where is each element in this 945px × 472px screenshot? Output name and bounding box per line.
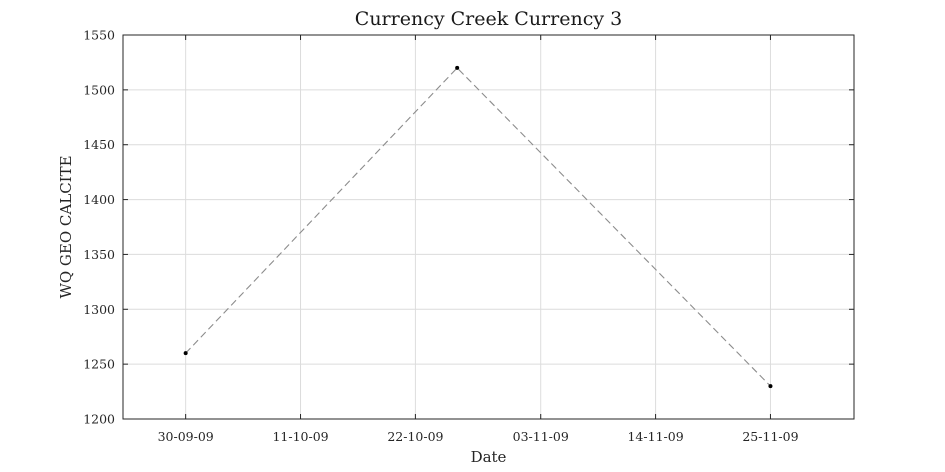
x-tick-label: 14-11-09 xyxy=(627,429,683,444)
y-tick-label: 1350 xyxy=(83,247,115,262)
y-tick-label: 1500 xyxy=(83,82,115,97)
tick-layer xyxy=(123,34,854,420)
series-layer xyxy=(183,65,773,389)
y-tick-label: 1250 xyxy=(83,357,115,372)
y-tick-label: 1300 xyxy=(83,302,115,317)
data-point xyxy=(183,351,188,356)
y-axis-label: WQ GEO CALCITE xyxy=(57,155,75,298)
x-tick-label: 25-11-09 xyxy=(742,429,798,444)
y-tick-label: 1400 xyxy=(83,192,115,207)
chart-title: Currency Creek Currency 3 xyxy=(355,8,622,30)
x-tick-labels: 30-09-09 11-10-09 22-10-09 03-11-09 14-11-09… xyxy=(158,429,799,444)
x-tick-label: 22-10-09 xyxy=(387,429,443,444)
y-tick-label: 1550 xyxy=(83,28,115,43)
plot-area-box xyxy=(122,34,855,420)
data-point xyxy=(768,384,773,389)
data-point xyxy=(455,65,460,70)
y-tick-label: 1450 xyxy=(83,137,115,152)
x-tick-label: 30-09-09 xyxy=(158,429,214,444)
y-tick-label: 1200 xyxy=(83,412,115,427)
x-axis-label: Date xyxy=(471,448,507,466)
x-tick-label: 11-10-09 xyxy=(272,429,328,444)
x-tick-label: 03-11-09 xyxy=(513,429,569,444)
y-tick-labels: 1200 1250 1300 1350 1400 1450 1500 1550 xyxy=(83,28,115,427)
